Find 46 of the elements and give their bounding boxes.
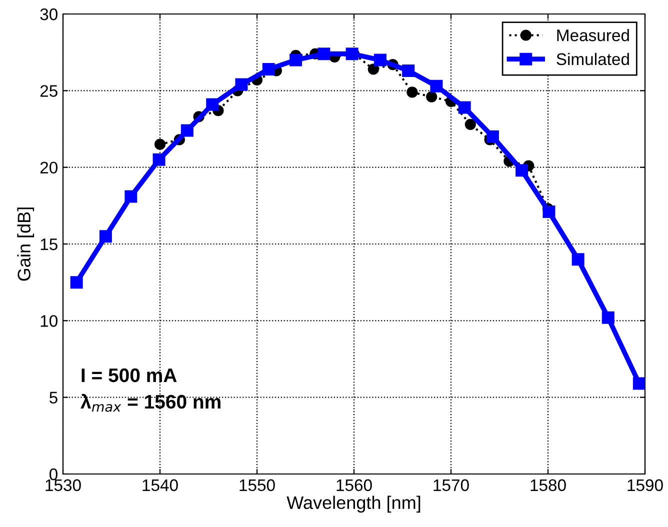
point [426, 91, 438, 102]
x-tick-label: 1580 [530, 479, 566, 492]
x-tick-label: 1550 [240, 479, 275, 492]
point [99, 230, 112, 243]
point [464, 118, 476, 130]
x-axis-title: Wavelength [nm] [286, 496, 420, 513]
y-tick-label: 15 [40, 238, 58, 250]
point [402, 64, 415, 77]
point [368, 64, 379, 75]
annotation: I = 500 mA [82, 368, 177, 382]
point [430, 80, 443, 92]
y-tick-label: 10 [40, 315, 58, 327]
point [154, 138, 166, 150]
point [458, 101, 471, 114]
point [262, 62, 275, 76]
point [632, 377, 645, 390]
point [374, 54, 386, 66]
point [602, 311, 614, 324]
x-tick-label: 1570 [434, 479, 469, 492]
point [346, 48, 358, 60]
point [406, 86, 418, 98]
y-tick-label: 20 [40, 162, 58, 174]
x-tick-label: 1540 [142, 479, 178, 492]
point [124, 190, 138, 203]
point [486, 130, 499, 143]
point [516, 164, 528, 177]
x-tick-label: 1530 [46, 479, 81, 492]
y-tick-label: 0 [50, 468, 58, 480]
legend-label: Measured [557, 29, 629, 42]
point [572, 253, 584, 266]
y-tick-label: 30 [40, 8, 58, 20]
point [542, 206, 556, 218]
point [290, 54, 302, 66]
y-tick-label: 5 [50, 392, 58, 404]
point [206, 98, 219, 111]
y-tick-label: 25 [40, 85, 58, 97]
point [152, 153, 166, 166]
x-tick-label: 1590 [628, 479, 663, 492]
annotation: λ$_{max}$ = 1560 nm [80, 394, 220, 412]
x-tick-label: 1560 [336, 479, 372, 492]
legend-label: Simulated [556, 52, 629, 66]
point [70, 276, 83, 289]
point [235, 78, 248, 91]
y-axis-title: Gain [dB] [17, 208, 34, 281]
point [318, 48, 330, 60]
point [180, 124, 194, 137]
